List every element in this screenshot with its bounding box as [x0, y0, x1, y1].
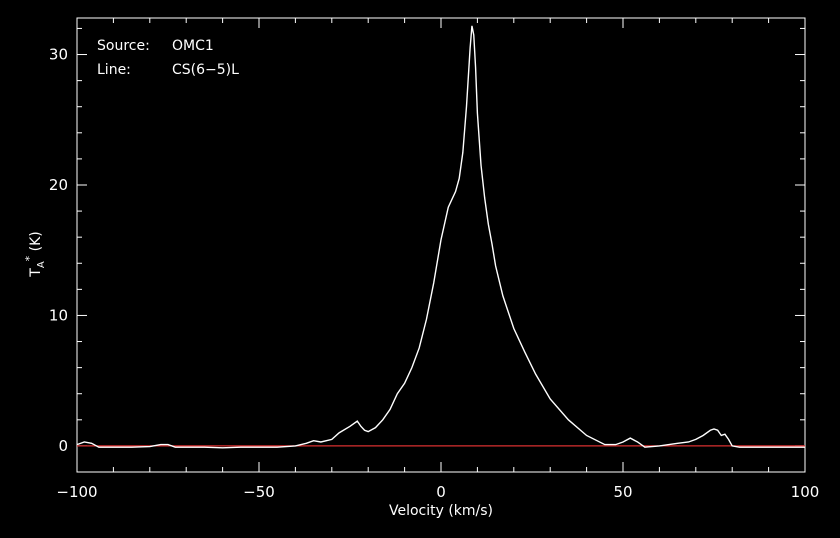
- x-tick-label: 50: [613, 483, 632, 501]
- svg-text:TA* (K): TA* (K): [23, 231, 47, 277]
- x-tick-label: −50: [243, 483, 275, 501]
- x-tick-label: −100: [56, 483, 97, 501]
- y-tick-label: 0: [58, 437, 68, 455]
- x-axis-label: Velocity (km/s): [389, 503, 493, 519]
- source-value: OMC1: [172, 38, 214, 54]
- line-value: CS(6−5)L: [172, 62, 239, 78]
- x-tick-label: 0: [436, 483, 446, 501]
- y-axis-label-sub: A: [36, 261, 47, 268]
- y-axis-label-unit: (K): [28, 231, 44, 256]
- x-tick-label: 100: [791, 483, 820, 501]
- line-label: Line:: [97, 62, 131, 78]
- y-axis-label: TA* (K): [23, 231, 47, 277]
- source-label: Source:: [97, 38, 150, 54]
- y-axis-label-sup: *: [23, 255, 36, 261]
- y-tick-label: 10: [49, 306, 68, 324]
- y-tick-label: 30: [49, 46, 68, 64]
- axis-tick-labels: −100 −50 0 50 100 0 10 20 30: [49, 46, 819, 501]
- spectrum-line: [76, 25, 805, 449]
- y-tick-label: 20: [49, 176, 68, 194]
- y-axis-label-main: T: [28, 268, 44, 278]
